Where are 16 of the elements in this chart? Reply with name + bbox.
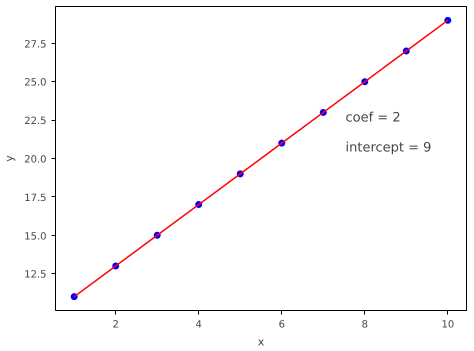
x-tick-label: 6 bbox=[278, 320, 285, 330]
x-axis-title: x bbox=[258, 336, 265, 348]
y-tick-label: 22.5 bbox=[24, 116, 46, 128]
y-tick-label: 27.5 bbox=[24, 39, 46, 50]
x-tick-label: 10 bbox=[441, 320, 454, 330]
y-tick-label: 17.5 bbox=[24, 192, 46, 204]
y-axis-title: y bbox=[3, 154, 16, 162]
annotation: intercept = 9 bbox=[346, 140, 432, 156]
x-tick-label: 8 bbox=[362, 320, 368, 330]
x-tick-label: 4 bbox=[196, 320, 202, 330]
annotation: coef = 2 bbox=[346, 110, 401, 126]
y-tick-label: 25.0 bbox=[24, 78, 46, 89]
x-tick-label: 2 bbox=[112, 320, 119, 330]
y-tick-label: 12.5 bbox=[24, 270, 46, 281]
y-tick-label: 15.0 bbox=[24, 231, 46, 242]
y-tick-label: 20.0 bbox=[24, 154, 46, 166]
